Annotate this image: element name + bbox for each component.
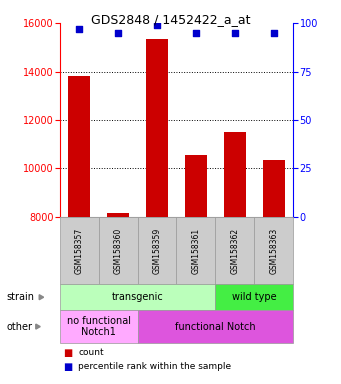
Text: no functional
Notch1: no functional Notch1 — [66, 316, 131, 338]
Point — [115, 30, 121, 36]
Text: percentile rank within the sample: percentile rank within the sample — [78, 362, 232, 371]
Text: GSM158363: GSM158363 — [269, 227, 278, 274]
Text: transgenic: transgenic — [112, 292, 163, 302]
Text: ■: ■ — [63, 362, 72, 372]
Text: strain: strain — [7, 292, 35, 302]
Point — [193, 30, 199, 36]
Text: wild type: wild type — [232, 292, 277, 302]
Text: GSM158362: GSM158362 — [231, 227, 239, 274]
Text: GSM158359: GSM158359 — [152, 227, 162, 274]
Text: GSM158360: GSM158360 — [114, 227, 122, 274]
Text: GSM158357: GSM158357 — [75, 227, 84, 274]
Text: ■: ■ — [63, 348, 72, 358]
Bar — [185, 155, 207, 217]
Text: GSM158361: GSM158361 — [191, 227, 201, 274]
Point — [76, 26, 82, 32]
Bar — [107, 214, 129, 217]
Text: functional Notch: functional Notch — [175, 321, 256, 332]
Point — [232, 30, 238, 36]
Text: GDS2848 / 1452422_a_at: GDS2848 / 1452422_a_at — [91, 13, 250, 26]
Text: other: other — [7, 321, 33, 332]
Bar — [224, 132, 246, 217]
Point — [271, 30, 277, 36]
Text: count: count — [78, 348, 104, 356]
Bar — [263, 160, 284, 217]
Bar — [69, 76, 90, 217]
Bar — [146, 39, 168, 217]
Point — [154, 22, 160, 28]
